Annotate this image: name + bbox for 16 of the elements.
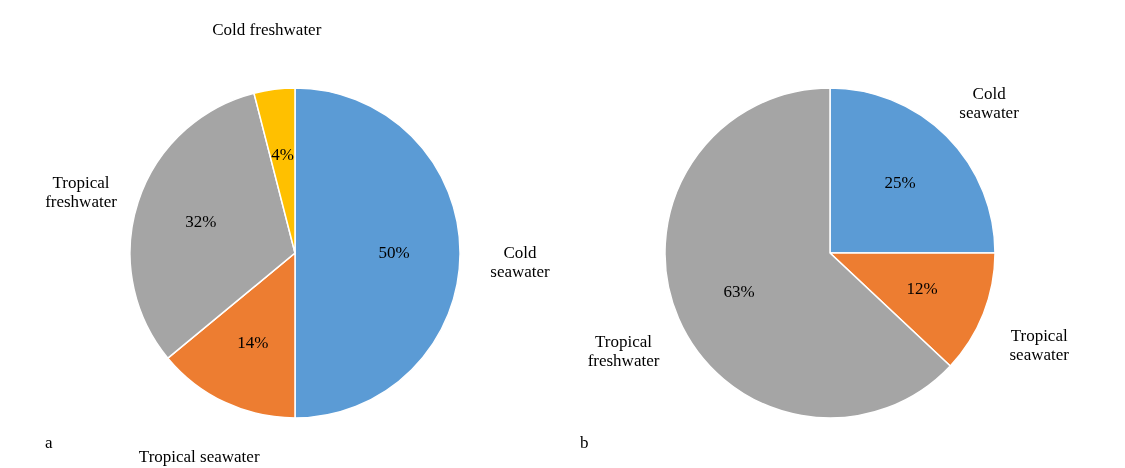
data-label: 4% [271,144,294,164]
data-label: 63% [723,282,755,302]
text: b [580,433,589,452]
text: a [45,433,53,452]
slice-label: Cold freshwater [212,19,322,39]
data-label: 12% [906,279,938,299]
slice-label: Tropical seawater [1009,325,1070,364]
slice-label: Cold seawater [959,83,1020,122]
slice-label: Cold seawater [490,243,551,281]
data-label: 14% [237,332,269,352]
data-label: 25% [884,173,916,192]
data-label: 50% [378,243,410,262]
slice-label: Tropical seawater [138,446,260,466]
slice-label: Tropical freshwater [587,332,660,371]
data-label: 32% [185,212,217,232]
slice-label: Tropical freshwater [45,173,118,212]
